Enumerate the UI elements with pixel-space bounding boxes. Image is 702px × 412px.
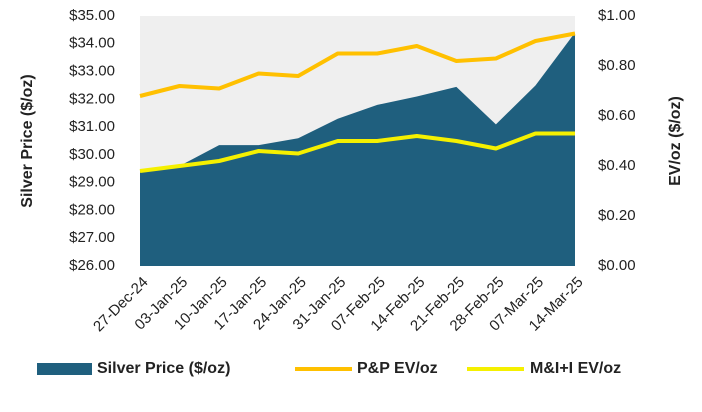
y-tick-label: $30.00 [69,146,115,163]
area [140,32,575,266]
y-axis-title: Silver Price ($/oz) [19,74,36,207]
y2-tick-label: $1.00 [598,7,636,24]
legend-text: P&P EV/oz [357,360,438,377]
y2-tick-label: $0.60 [598,107,636,124]
legend-text: M&I+I EV/oz [530,360,621,377]
y-tick-label: $28.00 [69,201,115,218]
legend-text: Silver Price ($/oz) [97,360,230,377]
line [139,131,575,173]
y2-axis-title: EV/oz ($/oz) [667,96,684,186]
y-tick-label: $34.00 [69,35,115,52]
line [139,31,576,98]
y-tick-label: $31.00 [69,118,115,135]
y2-tick-label: $0.00 [598,257,636,274]
y-tick-label: $35.00 [69,7,115,24]
y-tick-label: $32.00 [69,90,115,107]
y-tick-label: $33.00 [69,63,115,80]
legend-swatch [37,363,92,375]
y2-tick-label: $0.20 [598,207,636,224]
y-tick-label: $26.00 [69,257,115,274]
y-tick-label: $29.00 [69,174,115,191]
y2-tick-label: $0.40 [598,157,636,174]
y2-tick-label: $0.80 [598,57,636,74]
y-tick-label: $27.00 [69,229,115,246]
